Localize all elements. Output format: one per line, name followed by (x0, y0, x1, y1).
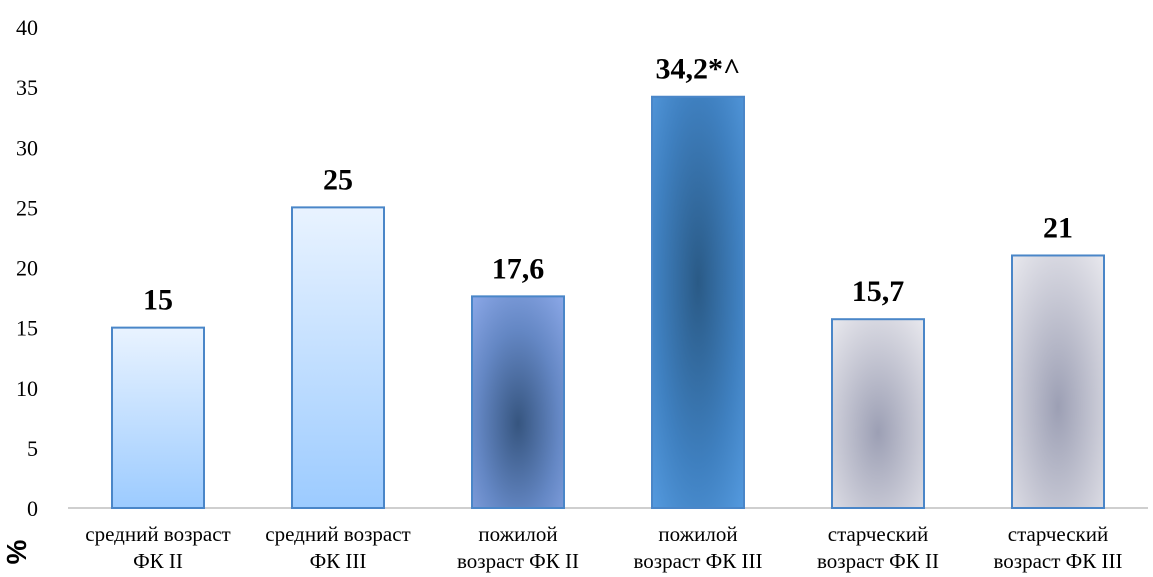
y-tick-label: 10 (16, 376, 38, 401)
y-tick-label: 30 (16, 135, 38, 160)
data-label: 15 (143, 284, 173, 317)
x-axis-categories: средний возраст ФК II средний возраст ФК II… (85, 522, 1122, 573)
y-axis-ticks: 0 5 10 15 20 25 30 35 40 (16, 15, 38, 521)
x-tick-label: возраст ФК II (817, 549, 939, 573)
bar (111, 326, 205, 509)
x-tick-label: возраст ФК III (994, 549, 1123, 573)
x-tick-label: средний возраст (265, 522, 410, 546)
bars-group (111, 95, 1105, 510)
bar (651, 95, 745, 510)
x-tick-label: средний возраст (85, 522, 230, 546)
data-label: 15,7 (852, 275, 905, 308)
y-tick-label: 40 (16, 15, 38, 40)
data-labels-group: 15 25 17,6 34,2*^ 15,7 21 (143, 53, 1073, 317)
bar (471, 295, 565, 509)
data-label: 34,2*^ (656, 53, 741, 86)
y-axis-label: % (1, 539, 32, 564)
x-tick-label: пожилой (478, 522, 557, 546)
y-tick-label: 0 (27, 496, 38, 521)
x-tick-label: ФК III (310, 549, 367, 573)
y-tick-label: 35 (16, 75, 38, 100)
y-tick-label: 25 (16, 195, 38, 220)
x-tick-label: возраст ФК III (634, 549, 763, 573)
x-tick-label: ФК II (133, 549, 183, 573)
data-label: 21 (1043, 211, 1073, 244)
y-tick-label: 20 (16, 256, 38, 281)
x-tick-label: старческий (828, 522, 928, 546)
bar (291, 206, 385, 509)
bar (831, 318, 925, 509)
data-label: 17,6 (492, 252, 545, 285)
x-tick-label: пожилой (658, 522, 737, 546)
x-tick-label: возраст ФК II (457, 549, 579, 573)
x-tick-label: старческий (1008, 522, 1108, 546)
y-tick-label: 5 (27, 436, 38, 461)
data-label: 25 (323, 163, 353, 196)
bar (1011, 254, 1105, 509)
y-tick-label: 15 (16, 316, 38, 341)
